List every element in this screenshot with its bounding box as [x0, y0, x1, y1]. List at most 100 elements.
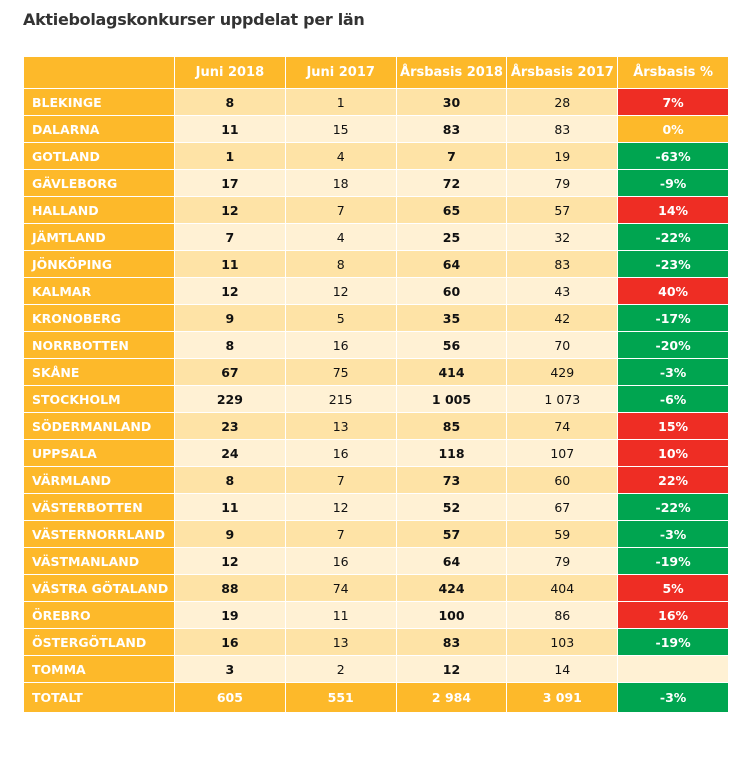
value-cell: 11	[174, 250, 286, 278]
county-name: DALARNA	[23, 115, 175, 143]
page-title: Aktiebolagskonkurser uppdelat per län	[23, 10, 365, 29]
table-row: SÖDERMANLAND 23 13 85 74 15%	[23, 412, 729, 440]
change-percent: -19%	[617, 628, 729, 656]
value-cell: 86	[506, 601, 619, 629]
value-cell: 5	[284, 304, 397, 332]
change-percent: -6%	[617, 385, 729, 413]
value-cell: 12	[284, 277, 397, 305]
change-percent: -22%	[617, 493, 729, 521]
value-cell: 59	[506, 520, 619, 548]
value-cell: 32	[506, 223, 619, 251]
county-name: VÄSTERNORRLAND	[23, 520, 175, 548]
value-cell: 18	[284, 169, 397, 197]
value-cell: 12	[174, 547, 286, 575]
table-row: KRONOBERG 9 5 35 42 -17%	[23, 304, 729, 332]
value-cell: 35	[395, 304, 508, 332]
value-cell: 70	[506, 331, 619, 359]
value-cell: 57	[506, 196, 619, 224]
value-cell: 16	[174, 628, 286, 656]
value-cell: 16	[284, 331, 397, 359]
change-percent: 16%	[617, 601, 729, 629]
change-percent: -17%	[617, 304, 729, 332]
value-cell: 74	[506, 412, 619, 440]
value-cell: 8	[284, 250, 397, 278]
table-row: DALARNA 11 15 83 83 0%	[23, 115, 729, 143]
county-name: KALMAR	[23, 277, 175, 305]
value-cell: 4	[284, 223, 397, 251]
value-cell: 9	[174, 520, 286, 548]
value-cell: 83	[395, 628, 508, 656]
column-header: Juni 2017	[284, 56, 397, 89]
county-name: JÄMTLAND	[23, 223, 175, 251]
table-row: ÖREBRO 19 11 100 86 16%	[23, 601, 729, 629]
value-cell: 65	[395, 196, 508, 224]
county-name: STOCKHOLM	[23, 385, 175, 413]
county-name: ÖREBRO	[23, 601, 175, 629]
column-header	[23, 56, 175, 89]
county-name: NORRBOTTEN	[23, 331, 175, 359]
change-percent	[617, 655, 729, 683]
change-percent: 40%	[617, 277, 729, 305]
value-cell: 12	[174, 277, 286, 305]
change-percent: -63%	[617, 142, 729, 170]
table-row: GÄVLEBORG 17 18 72 79 -9%	[23, 169, 729, 197]
change-percent: 10%	[617, 439, 729, 467]
county-name: GOTLAND	[23, 142, 175, 170]
change-percent: -23%	[617, 250, 729, 278]
table-row: GOTLAND 1 4 7 19 -63%	[23, 142, 729, 170]
value-cell: 23	[174, 412, 286, 440]
table-row: VÄSTMANLAND 12 16 64 79 -19%	[23, 547, 729, 575]
column-header: Årsbasis %	[617, 56, 729, 89]
value-cell: 79	[506, 547, 619, 575]
value-cell: 16	[284, 439, 397, 467]
change-percent: 0%	[617, 115, 729, 143]
change-percent: -22%	[617, 223, 729, 251]
value-cell: 7	[284, 196, 397, 224]
county-name: VÄSTMANLAND	[23, 547, 175, 575]
value-cell: 429	[506, 358, 619, 386]
total-row: TOTALT 605 551 2 984 3 091 -3%	[23, 682, 729, 713]
table-row: TOMMA 3 2 12 14	[23, 655, 729, 683]
value-cell: 4	[284, 142, 397, 170]
value-cell: 2	[284, 655, 397, 683]
value-cell: 11	[174, 115, 286, 143]
change-percent: -3%	[617, 682, 729, 713]
value-cell: 1 005	[395, 385, 508, 413]
value-cell: 7	[284, 520, 397, 548]
change-percent: 15%	[617, 412, 729, 440]
column-header: Årsbasis 2017	[506, 56, 619, 89]
table-row: BLEKINGE 8 1 30 28 7%	[23, 88, 729, 116]
county-name: VÄRMLAND	[23, 466, 175, 494]
table-row: STOCKHOLM 229 215 1 005 1 073 -6%	[23, 385, 729, 413]
value-cell: 605	[174, 682, 286, 713]
county-name: JÖNKÖPING	[23, 250, 175, 278]
value-cell: 57	[395, 520, 508, 548]
table-row: JÖNKÖPING 11 8 64 83 -23%	[23, 250, 729, 278]
table-row: KALMAR 12 12 60 43 40%	[23, 277, 729, 305]
value-cell: 67	[506, 493, 619, 521]
value-cell: 88	[174, 574, 286, 602]
value-cell: 551	[284, 682, 397, 713]
change-percent: 22%	[617, 466, 729, 494]
change-percent: 14%	[617, 196, 729, 224]
value-cell: 60	[506, 466, 619, 494]
value-cell: 118	[395, 439, 508, 467]
county-name: HALLAND	[23, 196, 175, 224]
value-cell: 60	[395, 277, 508, 305]
value-cell: 83	[506, 115, 619, 143]
value-cell: 43	[506, 277, 619, 305]
value-cell: 8	[174, 331, 286, 359]
value-cell: 56	[395, 331, 508, 359]
change-percent: -9%	[617, 169, 729, 197]
value-cell: 73	[395, 466, 508, 494]
value-cell: 8	[174, 466, 286, 494]
value-cell: 79	[506, 169, 619, 197]
change-percent: -3%	[617, 358, 729, 386]
table-row: VÄSTRA GÖTALAND 88 74 424 404 5%	[23, 574, 729, 602]
value-cell: 1 073	[506, 385, 619, 413]
column-header: Årsbasis 2018	[395, 56, 508, 89]
value-cell: 8	[174, 88, 286, 116]
county-name: SÖDERMANLAND	[23, 412, 175, 440]
value-cell: 64	[395, 547, 508, 575]
value-cell: 3 091	[506, 682, 619, 713]
